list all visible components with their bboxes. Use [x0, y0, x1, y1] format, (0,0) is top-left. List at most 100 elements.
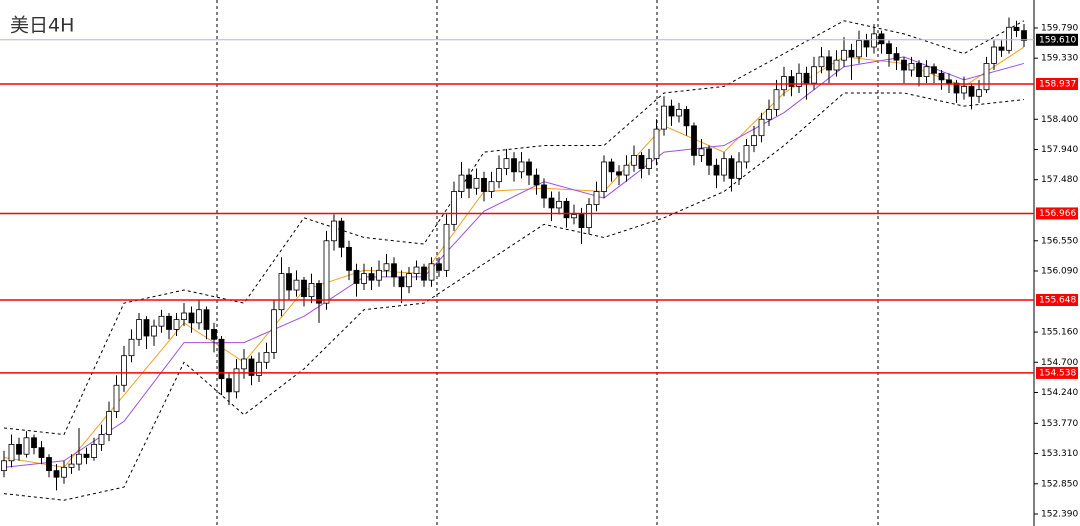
candle-body	[923, 66, 930, 77]
candle-body	[8, 443, 15, 462]
candle-body	[496, 168, 502, 183]
candle-body	[121, 355, 127, 386]
candle-body	[803, 72, 810, 84]
candle-body	[383, 263, 390, 271]
candle-body	[751, 135, 757, 146]
candle-body	[608, 161, 615, 173]
candle-body	[263, 352, 270, 363]
candle-body	[196, 309, 202, 324]
candle-body	[953, 82, 960, 94]
candle-body	[526, 161, 532, 176]
candle-body	[293, 279, 300, 291]
candle-body	[458, 174, 465, 192]
level-label-box	[1036, 366, 1078, 379]
current-price-label: 159.610	[1039, 35, 1076, 45]
candle-body	[451, 191, 457, 225]
candle-body	[256, 361, 262, 376]
candle-body	[616, 171, 622, 176]
candle-body	[676, 109, 682, 117]
level-label: 156.966	[1039, 209, 1076, 219]
candle-body	[871, 33, 877, 48]
candle-body	[1013, 26, 1020, 32]
level-label: 154.538	[1039, 368, 1076, 378]
candle-body	[421, 266, 427, 281]
candle-body	[593, 191, 600, 206]
candle-body	[443, 223, 450, 271]
candle-body	[166, 315, 172, 330]
candle-body	[23, 437, 30, 455]
candle-body	[991, 46, 997, 64]
candle-body	[788, 76, 795, 87]
moving-average	[3, 46, 1025, 468]
candle-body	[556, 200, 562, 209]
candle-body	[436, 263, 442, 271]
y-tick-label: 156.550	[1041, 236, 1078, 246]
candle-body	[511, 158, 517, 173]
y-tick-label: 153.310	[1041, 449, 1078, 459]
candle-body	[76, 453, 82, 465]
candle-body	[346, 246, 352, 271]
candle-body	[53, 470, 60, 478]
candle-body	[181, 312, 187, 320]
candle-body	[226, 378, 232, 393]
candle-body	[271, 309, 277, 353]
candle-body	[488, 181, 495, 192]
candle-body	[631, 154, 637, 166]
candle-body	[158, 315, 165, 327]
candle-body	[916, 63, 922, 77]
y-tick-label: 156.090	[1041, 266, 1078, 276]
y-tick-label: 155.160	[1041, 328, 1078, 338]
candle-body	[773, 89, 780, 110]
candle-body	[376, 269, 382, 281]
candle-body	[548, 197, 555, 209]
candle-body	[691, 125, 697, 156]
bollinger-band	[3, 92, 1025, 501]
candle-body	[818, 56, 825, 68]
candle-body	[61, 466, 67, 478]
candle-body	[46, 457, 52, 472]
candle-body	[811, 66, 817, 84]
y-tick-label: 157.480	[1041, 175, 1078, 185]
candle-body	[826, 56, 832, 71]
candle-body	[233, 368, 240, 393]
candle-body	[661, 105, 667, 130]
candle-body	[398, 276, 405, 288]
candle-body	[586, 204, 592, 229]
candle-body	[151, 325, 157, 337]
candle-body	[218, 338, 225, 380]
candle-body	[406, 273, 412, 288]
candle-body	[473, 177, 480, 189]
candle-body	[241, 358, 247, 370]
candle-body	[571, 214, 577, 219]
candle-body	[16, 443, 22, 455]
candle-body	[368, 273, 375, 281]
y-tick-label: 159.790	[1041, 23, 1078, 33]
candle-body	[946, 79, 952, 84]
candle-body	[698, 148, 705, 156]
candle-body	[796, 72, 802, 87]
candle-body	[901, 59, 907, 71]
candle-body	[736, 161, 742, 179]
level-label-box	[1036, 294, 1078, 307]
candle-body	[878, 33, 885, 45]
candle-body	[721, 158, 727, 176]
candle-body	[623, 164, 630, 176]
y-tick-label: 157.940	[1041, 145, 1078, 155]
y-tick-label: 152.850	[1041, 479, 1078, 489]
candle-body	[31, 437, 37, 449]
candle-body	[886, 43, 892, 54]
candle-body	[848, 49, 855, 58]
y-tick-label: 154.700	[1041, 358, 1078, 368]
level-label-box	[1036, 207, 1078, 220]
candle-body	[481, 177, 487, 192]
candle-body	[323, 240, 330, 304]
candle-body	[91, 443, 97, 458]
candle-body	[563, 200, 570, 219]
candle-body	[301, 279, 307, 297]
candle-body	[203, 309, 210, 330]
candle-body	[758, 118, 765, 137]
candle-body	[601, 161, 607, 192]
candle-body	[38, 447, 45, 458]
